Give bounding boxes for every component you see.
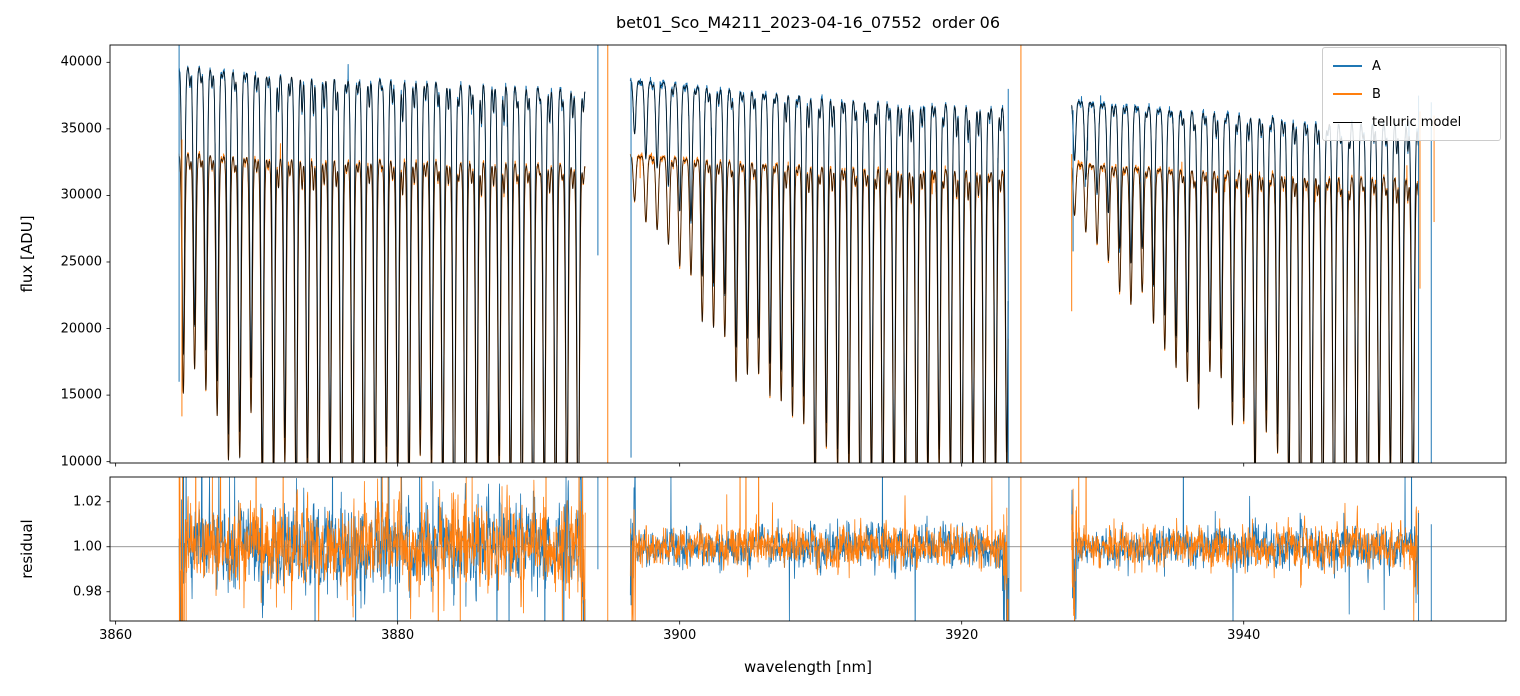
x-tick-label: 3900 — [663, 628, 697, 643]
residual-tick-label: 1.02 — [73, 494, 102, 510]
x-tick-label: 3880 — [381, 628, 415, 643]
legend-label-a: A — [1372, 58, 1381, 74]
flux-axis-label: flux [ADU] — [18, 215, 36, 293]
flux-tick-label: 10000 — [60, 454, 102, 470]
legend-label-telluric-model: telluric model — [1372, 114, 1462, 130]
legend-item-a: A — [1333, 56, 1490, 76]
legend-label-b: B — [1372, 86, 1381, 102]
legend-line-a-swatch — [1333, 65, 1362, 67]
residual-tick-label: 1.00 — [73, 539, 102, 555]
legend-line-b-swatch — [1333, 93, 1362, 95]
flux-tick-label: 35000 — [60, 121, 102, 137]
residual-tick-label: 0.98 — [73, 584, 102, 600]
flux-tick-label: 20000 — [60, 321, 102, 337]
x-tick-label: 3920 — [945, 628, 979, 643]
flux-tick-label: 40000 — [60, 54, 102, 70]
legend-line-model-swatch — [1333, 121, 1362, 123]
legend-item-b: B — [1333, 84, 1490, 104]
chart-title: bet01_Sco_M4211_2023-04-16_07552 order 0… — [615, 13, 1001, 32]
flux-tick-label: 15000 — [60, 387, 102, 403]
x-tick-label: 3940 — [1227, 628, 1261, 643]
x-tick-label: 3860 — [99, 628, 133, 643]
wavelength-axis-label: wavelength [nm] — [744, 658, 872, 676]
legend: A B telluric model — [1322, 47, 1501, 141]
residual-axis-label: residual — [18, 519, 36, 579]
flux-tick-label: 25000 — [60, 254, 102, 270]
flux-tick-label: 30000 — [60, 187, 102, 203]
legend-item-telluric-model: telluric model — [1333, 112, 1490, 132]
